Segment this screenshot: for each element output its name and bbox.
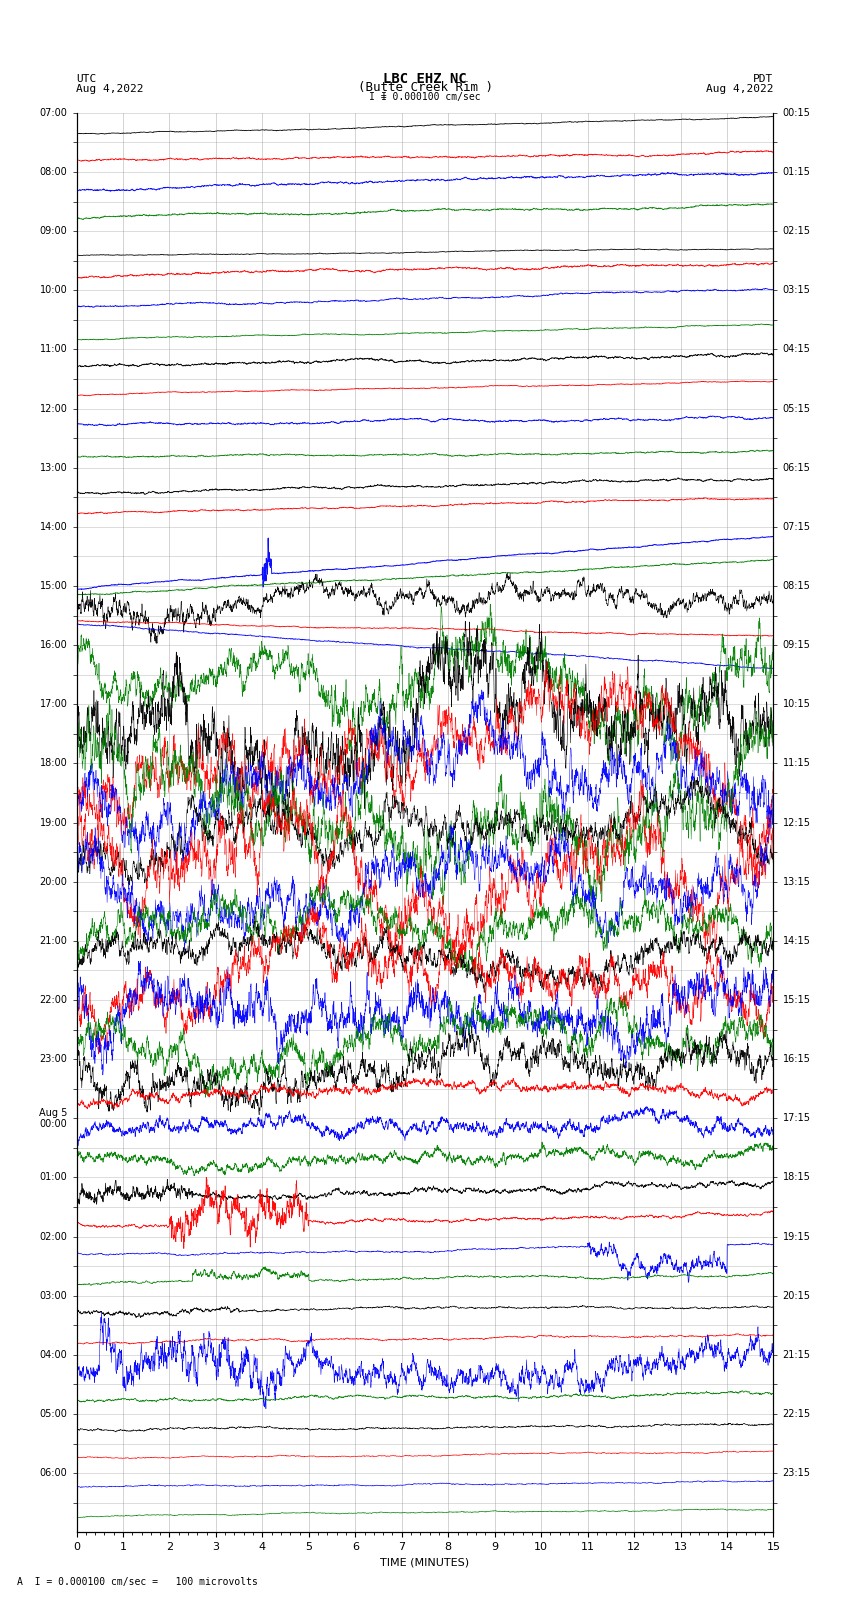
Text: Aug 4,2022: Aug 4,2022 bbox=[706, 84, 774, 94]
Text: A  I = 0.000100 cm/sec =   100 microvolts: A I = 0.000100 cm/sec = 100 microvolts bbox=[17, 1578, 258, 1587]
Text: PDT: PDT bbox=[753, 74, 774, 84]
Text: I = 0.000100 cm/sec: I = 0.000100 cm/sec bbox=[369, 92, 481, 103]
Text: Aug 4,2022: Aug 4,2022 bbox=[76, 84, 144, 94]
Text: UTC: UTC bbox=[76, 74, 97, 84]
Text: I: I bbox=[381, 92, 387, 103]
Text: LBC EHZ NC: LBC EHZ NC bbox=[383, 73, 467, 85]
Text: (Butte Creek Rim ): (Butte Creek Rim ) bbox=[358, 81, 492, 94]
X-axis label: TIME (MINUTES): TIME (MINUTES) bbox=[381, 1558, 469, 1568]
